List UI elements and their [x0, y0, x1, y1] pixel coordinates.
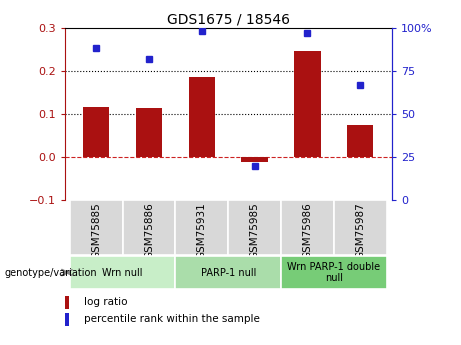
Bar: [281, 256, 387, 289]
Text: GSM75987: GSM75987: [355, 202, 365, 258]
Bar: [136, 108, 162, 157]
Bar: [294, 51, 320, 157]
Bar: [70, 256, 175, 289]
Text: percentile rank within the sample: percentile rank within the sample: [84, 315, 260, 324]
Bar: [65, 296, 69, 309]
Text: Wrn PARP-1 double
null: Wrn PARP-1 double null: [287, 262, 380, 283]
Bar: [334, 200, 387, 255]
Text: log ratio: log ratio: [84, 297, 128, 307]
Text: PARP-1 null: PARP-1 null: [201, 268, 256, 277]
Bar: [347, 125, 373, 157]
Text: genotype/variation: genotype/variation: [5, 268, 97, 277]
Text: GSM75931: GSM75931: [197, 202, 207, 258]
Bar: [242, 157, 268, 162]
Text: GSM75886: GSM75886: [144, 202, 154, 258]
Bar: [83, 107, 109, 157]
Bar: [189, 77, 215, 157]
Bar: [175, 256, 281, 289]
Text: GSM75885: GSM75885: [91, 202, 101, 258]
Text: GSM75986: GSM75986: [302, 202, 313, 258]
Bar: [123, 200, 175, 255]
Text: Wrn null: Wrn null: [102, 268, 143, 277]
Bar: [228, 200, 281, 255]
Bar: [281, 200, 334, 255]
Text: GSM75985: GSM75985: [249, 202, 260, 258]
Bar: [70, 200, 123, 255]
Bar: [65, 313, 69, 326]
Title: GDS1675 / 18546: GDS1675 / 18546: [167, 12, 290, 27]
Bar: [175, 200, 228, 255]
